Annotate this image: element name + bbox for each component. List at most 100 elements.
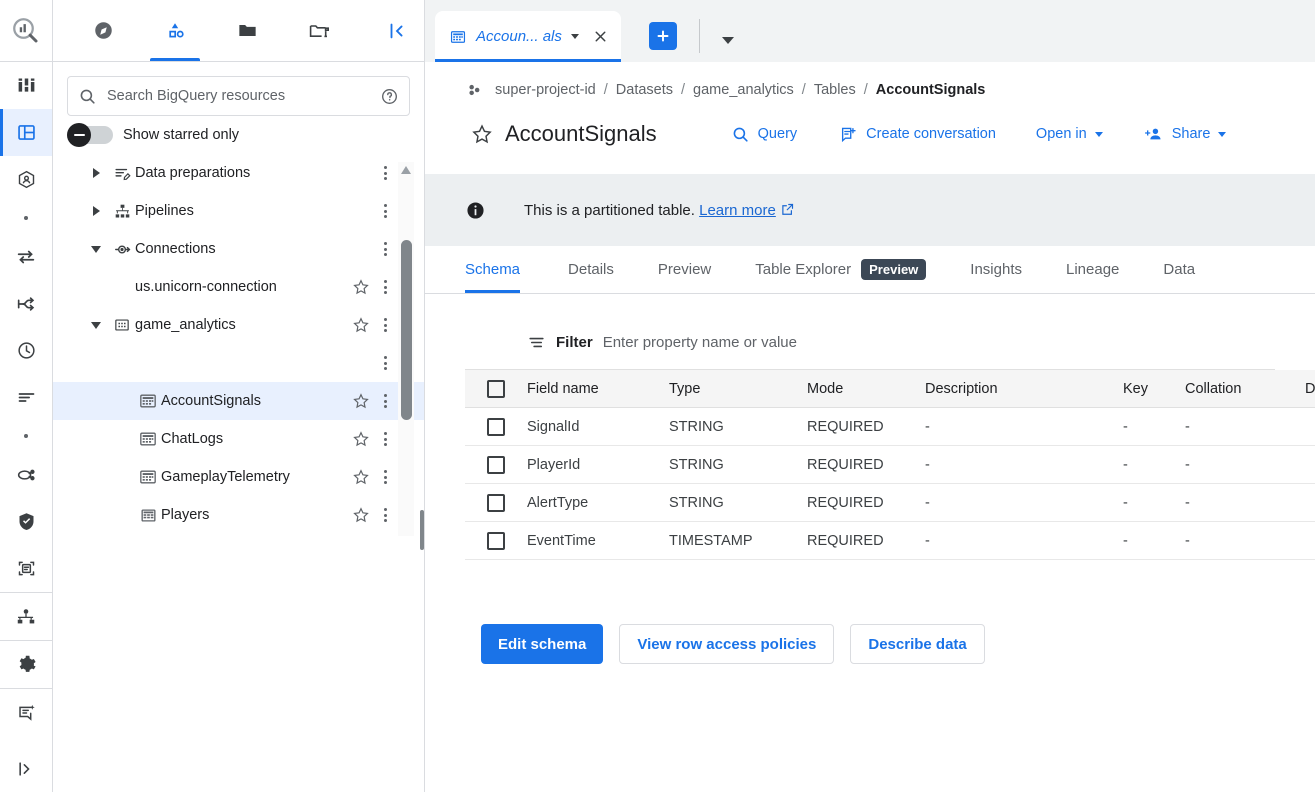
sidebar-tab-workspaces[interactable] bbox=[283, 0, 355, 61]
table-row[interactable]: AlertType STRING REQUIRED - - - bbox=[465, 484, 1315, 522]
rail-item-scheduled-queries[interactable] bbox=[0, 327, 52, 374]
tab-lineage[interactable]: Lineage bbox=[1044, 245, 1141, 293]
breadcrumb-tables[interactable]: Tables bbox=[813, 82, 856, 98]
tab-schema[interactable]: Schema bbox=[465, 245, 546, 293]
tab-details[interactable]: Details bbox=[546, 245, 636, 293]
sidebar-scrollbar[interactable] bbox=[398, 162, 414, 536]
tree-item-gameplaytelemetry[interactable]: GameplayTelemetry bbox=[53, 458, 424, 496]
column-header-data[interactable]: Data bbox=[1305, 380, 1315, 397]
twisty-down-icon[interactable] bbox=[83, 321, 109, 329]
external-link-icon[interactable] bbox=[780, 202, 795, 217]
select-all-checkbox[interactable] bbox=[465, 379, 527, 398]
scrollbar-thumb[interactable] bbox=[401, 240, 412, 420]
sidebar-tab-explorer[interactable] bbox=[139, 0, 211, 61]
tree-item-more-icon[interactable] bbox=[374, 317, 396, 333]
breadcrumb-project[interactable]: super-project-id bbox=[495, 82, 596, 98]
chevron-down-icon[interactable] bbox=[570, 34, 579, 39]
rail-item-administration[interactable] bbox=[0, 156, 52, 203]
tree-item-more-icon[interactable] bbox=[374, 165, 396, 181]
rail-item-feedback[interactable] bbox=[0, 689, 52, 736]
star-outline-icon[interactable] bbox=[348, 278, 374, 296]
twisty-down-icon[interactable] bbox=[83, 245, 109, 253]
tree-item-game-analytics[interactable]: game_analytics bbox=[53, 306, 424, 344]
filter-bar[interactable]: Filter Enter property name or value bbox=[465, 316, 1275, 370]
bigquery-logo-icon[interactable] bbox=[0, 0, 52, 62]
show-starred-only-toggle[interactable]: Show starred only bbox=[53, 116, 424, 148]
tree-item-players[interactable]: Players bbox=[53, 496, 424, 534]
document-tab-accountsignals[interactable]: Accoun... als bbox=[435, 11, 621, 62]
star-outline-icon[interactable] bbox=[348, 430, 374, 448]
row-checkbox[interactable] bbox=[465, 455, 527, 474]
tree-item-accountsignals[interactable]: AccountSignals bbox=[53, 382, 424, 420]
rail-item-dashboard[interactable] bbox=[0, 62, 52, 109]
tab-insights[interactable]: Insights bbox=[948, 245, 1044, 293]
create-conversation-button[interactable]: Create conversation bbox=[839, 125, 996, 144]
column-header-mode[interactable]: Mode bbox=[807, 380, 844, 397]
toggle-switch[interactable] bbox=[67, 123, 113, 147]
tree-item-routines-placeholder[interactable] bbox=[53, 344, 424, 382]
table-row[interactable]: SignalId STRING REQUIRED - - - bbox=[465, 408, 1315, 446]
share-button[interactable]: Share bbox=[1143, 124, 1227, 145]
row-checkbox[interactable] bbox=[465, 417, 527, 436]
column-header-field-name[interactable]: Field name bbox=[527, 380, 599, 397]
rail-item-analytics-hub[interactable] bbox=[0, 451, 52, 498]
tree-item-more-icon[interactable] bbox=[374, 203, 396, 219]
sidebar-tab-projects[interactable] bbox=[211, 0, 283, 61]
rail-item-dataform[interactable] bbox=[0, 593, 52, 640]
rail-item-expand[interactable] bbox=[0, 745, 52, 792]
star-outline-icon[interactable] bbox=[348, 316, 374, 334]
close-icon[interactable] bbox=[592, 28, 609, 45]
star-outline-icon[interactable] bbox=[348, 392, 374, 410]
learn-more-link[interactable]: Learn more bbox=[699, 201, 776, 219]
describe-data-button[interactable]: Describe data bbox=[850, 624, 985, 664]
tree-item-pipelines[interactable]: Pipelines bbox=[53, 192, 424, 230]
rail-item-policy-tags[interactable] bbox=[0, 498, 52, 545]
tree-item-data-preparations[interactable]: Data preparations bbox=[53, 154, 424, 192]
tree-item-more-icon[interactable] bbox=[374, 469, 396, 485]
add-tab-button[interactable] bbox=[648, 22, 677, 50]
scroll-up-arrow-icon[interactable] bbox=[401, 166, 411, 174]
tab-overflow-caret-icon[interactable] bbox=[721, 37, 734, 44]
twisty-right-icon[interactable] bbox=[83, 168, 109, 178]
twisty-right-icon[interactable] bbox=[83, 206, 109, 216]
tab-preview[interactable]: Preview bbox=[636, 245, 733, 293]
tab-table-explorer[interactable]: Table Explorer Preview bbox=[733, 245, 948, 293]
open-in-button[interactable]: Open in bbox=[1036, 126, 1103, 142]
star-outline-icon[interactable] bbox=[348, 506, 374, 524]
tree-item-us-unicorn-connection[interactable]: us.unicorn-connection bbox=[53, 268, 424, 306]
column-header-key[interactable]: Key bbox=[1123, 380, 1148, 397]
tree-item-more-icon[interactable] bbox=[374, 507, 396, 523]
row-checkbox[interactable] bbox=[465, 531, 527, 550]
filter-input-placeholder[interactable]: Enter property name or value bbox=[602, 334, 797, 351]
column-header-collation[interactable]: Collation bbox=[1185, 380, 1242, 397]
rail-item-job-history[interactable] bbox=[0, 374, 52, 421]
tree-item-more-icon[interactable] bbox=[374, 355, 396, 371]
rail-item-data-canvas[interactable] bbox=[0, 545, 52, 592]
column-header-description[interactable]: Description bbox=[925, 380, 998, 397]
sidebar-tab-welcome[interactable] bbox=[67, 0, 139, 61]
tree-item-more-icon[interactable] bbox=[374, 241, 396, 257]
edit-schema-button[interactable]: Edit schema bbox=[481, 624, 604, 664]
rail-item-pipelines[interactable] bbox=[0, 280, 52, 327]
tree-item-connections[interactable]: Connections bbox=[53, 230, 424, 268]
query-button[interactable]: Query bbox=[731, 125, 797, 144]
tree-item-more-icon[interactable] bbox=[374, 431, 396, 447]
tree-item-more-icon[interactable] bbox=[374, 393, 396, 409]
rail-item-settings[interactable] bbox=[0, 641, 52, 688]
breadcrumb-datasets[interactable]: Datasets bbox=[615, 82, 674, 98]
star-outline-icon[interactable] bbox=[465, 123, 499, 145]
table-row[interactable]: PlayerId STRING REQUIRED - - - bbox=[465, 446, 1315, 484]
table-row[interactable]: EventTime TIMESTAMP REQUIRED - - - bbox=[465, 522, 1315, 560]
breadcrumb-dataset[interactable]: game_analytics bbox=[693, 82, 794, 98]
sidebar-collapse-icon[interactable] bbox=[370, 0, 424, 61]
tree-item-chatlogs[interactable]: ChatLogs bbox=[53, 420, 424, 458]
search-input[interactable]: Search BigQuery resources bbox=[67, 76, 410, 116]
sidebar-inner-scrollbar[interactable] bbox=[420, 510, 424, 550]
tab-data[interactable]: Data bbox=[1141, 245, 1217, 293]
rail-item-studio[interactable] bbox=[0, 109, 52, 156]
column-header-type[interactable]: Type bbox=[669, 380, 701, 397]
help-circle-icon[interactable] bbox=[380, 87, 399, 106]
tree-item-more-icon[interactable] bbox=[374, 279, 396, 295]
star-outline-icon[interactable] bbox=[348, 468, 374, 486]
row-checkbox[interactable] bbox=[465, 493, 527, 512]
